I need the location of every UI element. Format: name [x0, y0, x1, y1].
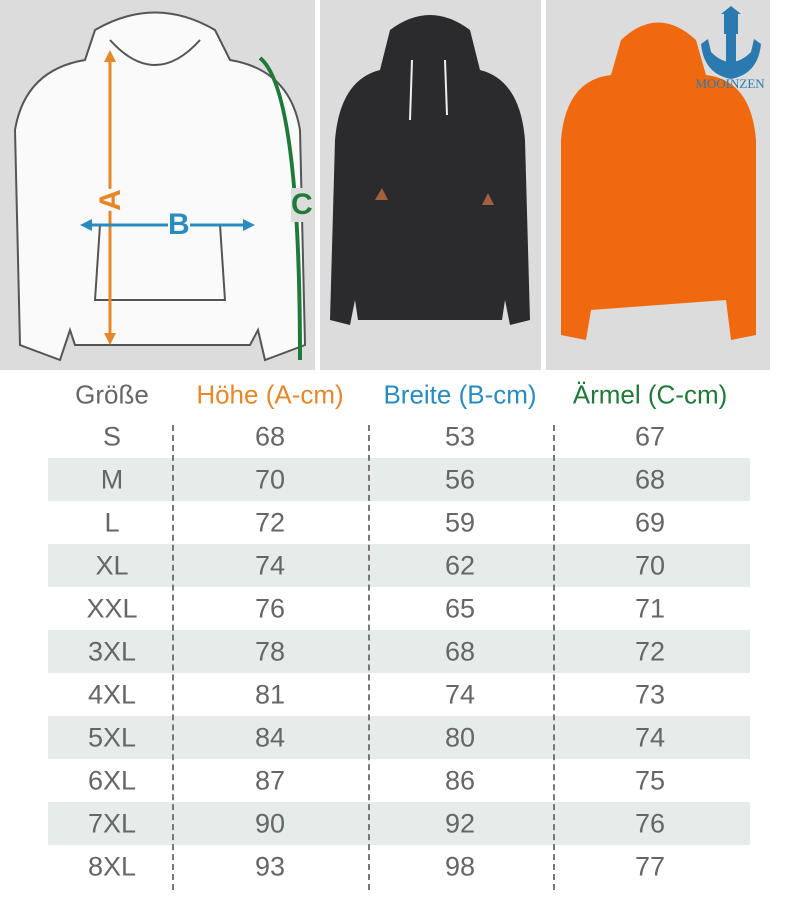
dark-hoodie-image	[330, 15, 530, 325]
width-cell: 62	[444, 550, 476, 580]
height-cell: 70	[254, 464, 286, 494]
table-row: 6XL 87 86 75	[48, 759, 750, 802]
label-b: B	[168, 208, 190, 242]
column-divider	[553, 425, 555, 890]
table-row: XL 74 62 70	[48, 544, 750, 587]
width-cell: 92	[444, 808, 476, 838]
dark-hoodie-photo	[320, 0, 541, 370]
height-cell: 84	[254, 722, 286, 752]
column-divider	[172, 425, 174, 890]
size-diagram-panel: A B C	[0, 0, 315, 370]
sleeve-cell: 70	[634, 550, 666, 580]
sleeve-cell: 74	[634, 722, 666, 752]
table-row: 4XL 81 74 73	[48, 673, 750, 716]
header-sleeve: Ärmel (C-cm)	[572, 379, 728, 410]
height-cell: 81	[254, 679, 286, 709]
sleeve-cell: 71	[634, 593, 666, 623]
sleeve-cell: 72	[634, 636, 666, 666]
table-row: 7XL 90 92 76	[48, 802, 750, 845]
width-cell: 68	[444, 636, 476, 666]
size-cell: 6XL	[87, 765, 137, 795]
size-cell: M	[100, 464, 124, 494]
size-cell: 3XL	[87, 636, 137, 666]
orange-hoodie-image	[561, 22, 756, 340]
height-cell: 93	[254, 851, 286, 881]
height-cell: 78	[254, 636, 286, 666]
table-row: S 68 53 67	[48, 415, 750, 458]
table-row: L 72 59 69	[48, 501, 750, 544]
width-cell: 59	[444, 507, 476, 537]
header-width: Breite (B-cm)	[383, 379, 537, 410]
sleeve-cell: 75	[634, 765, 666, 795]
table-row: M 70 56 68	[48, 458, 750, 501]
height-cell: 74	[254, 550, 286, 580]
height-cell: 90	[254, 808, 286, 838]
size-table: Größe Höhe (A-cm) Breite (B-cm) Ärmel (C…	[48, 375, 750, 888]
width-cell: 65	[444, 593, 476, 623]
sleeve-cell: 73	[634, 679, 666, 709]
size-cell: 4XL	[87, 679, 137, 709]
height-cell: 76	[254, 593, 286, 623]
brand-logo-anchor-lighthouse	[701, 6, 761, 79]
label-a: A	[93, 189, 128, 211]
sleeve-cell: 77	[634, 851, 666, 881]
table-row: 8XL 93 98 77	[48, 845, 750, 888]
column-divider	[368, 425, 370, 890]
height-cell: 87	[254, 765, 286, 795]
header-height: Höhe (A-cm)	[196, 379, 344, 410]
width-cell: 80	[444, 722, 476, 752]
size-cell: 5XL	[87, 722, 137, 752]
width-cell: 56	[444, 464, 476, 494]
table-header: Größe Höhe (A-cm) Breite (B-cm) Ärmel (C…	[48, 375, 750, 415]
header-size: Größe	[75, 379, 149, 410]
size-cell: 8XL	[87, 851, 137, 881]
sleeve-cell: 76	[634, 808, 666, 838]
size-cell: XL	[95, 550, 129, 580]
height-cell: 72	[254, 507, 286, 537]
brand-logo-text: MOOINZEN	[695, 76, 765, 91]
size-cell: XXL	[86, 593, 138, 623]
label-c: C	[291, 188, 313, 222]
orange-hoodie-photo	[546, 0, 770, 370]
sleeve-cell: 69	[634, 507, 666, 537]
width-cell: 86	[444, 765, 476, 795]
table-row: 3XL 78 68 72	[48, 630, 750, 673]
width-cell: 98	[444, 851, 476, 881]
width-cell: 53	[444, 421, 476, 451]
sleeve-cell: 68	[634, 464, 666, 494]
height-cell: 68	[254, 421, 286, 451]
table-row: XXL 76 65 71	[48, 587, 750, 630]
size-cell: L	[104, 507, 120, 537]
hoodie-outline-diagram	[13, 11, 307, 362]
sleeve-cell: 67	[634, 421, 666, 451]
size-cell: 7XL	[87, 808, 137, 838]
size-cell: S	[102, 421, 122, 451]
table-row: 5XL 84 80 74	[48, 716, 750, 759]
width-cell: 74	[444, 679, 476, 709]
